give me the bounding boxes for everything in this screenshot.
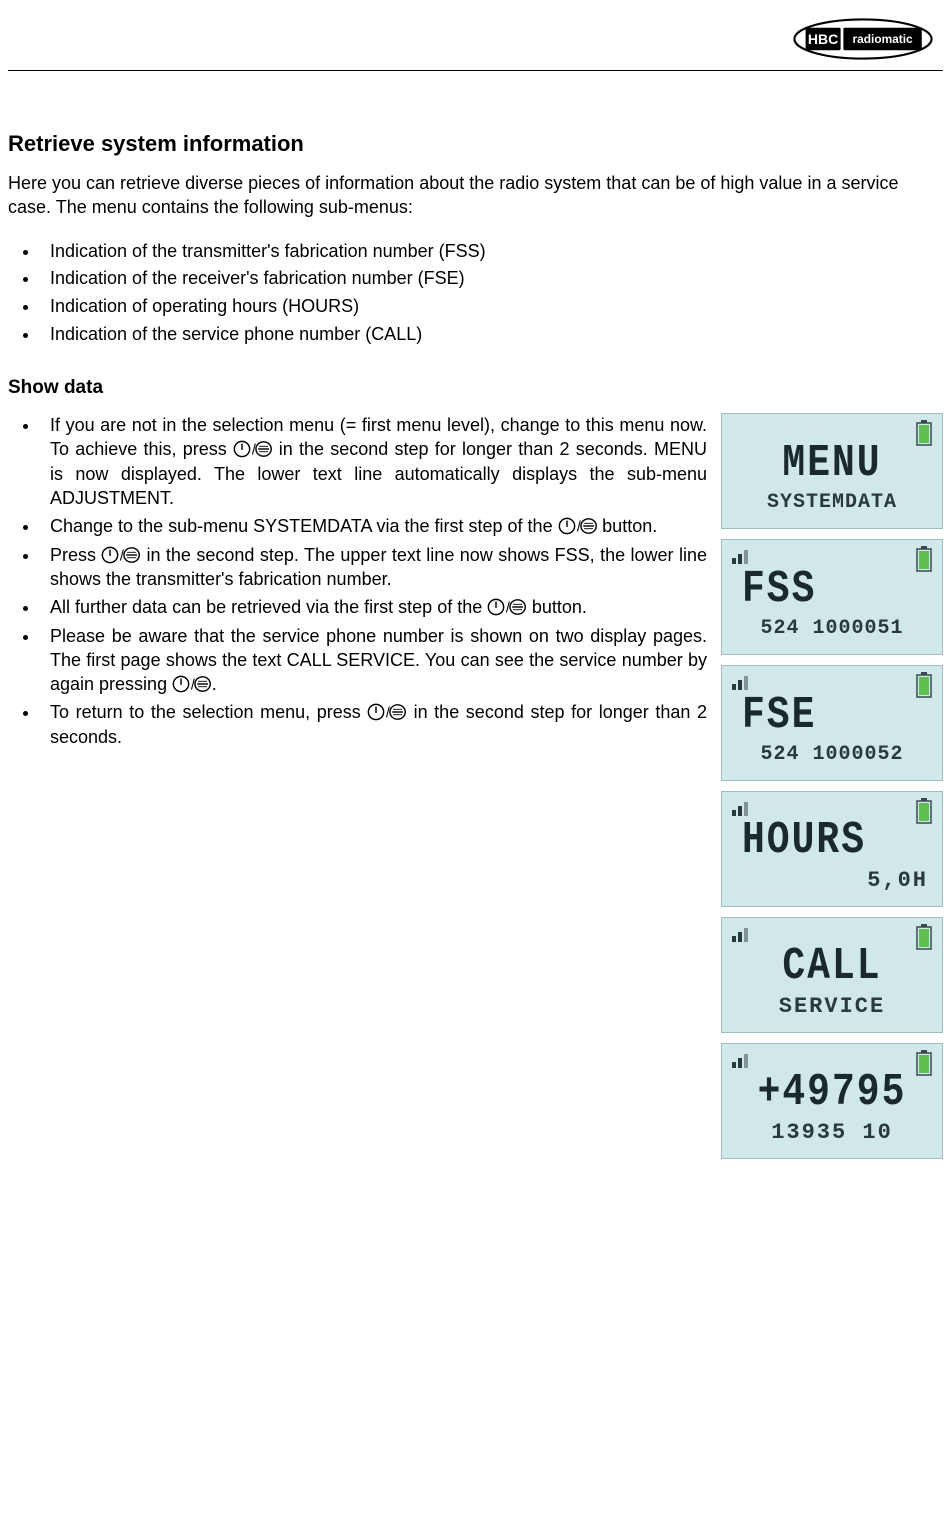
lcd-line-1: FSE xyxy=(730,693,934,739)
hbc-radiomatic-logo: HBC radiomatic xyxy=(793,18,933,60)
step-item: If you are not in the selection menu (= … xyxy=(40,413,707,510)
lcd-screen: MENU SYSTEMDATA xyxy=(721,413,943,529)
power-menu-button-icon: / xyxy=(487,598,527,616)
svg-text:radiomatic: radiomatic xyxy=(853,32,914,46)
svg-text:/: / xyxy=(252,443,256,459)
power-menu-button-icon: / xyxy=(367,703,407,721)
svg-text:/: / xyxy=(386,706,390,722)
intro-paragraph: Here you can retrieve diverse pieces of … xyxy=(8,171,943,220)
lcd-screen: HOURS 5,0H xyxy=(721,791,943,907)
steps-column: If you are not in the selection menu (= … xyxy=(8,413,707,753)
lcd-line-2: 524 1000052 xyxy=(730,745,934,765)
lcd-line-1: MENU xyxy=(730,441,934,487)
step-item: Press / in the second step. The upper te… xyxy=(40,543,707,592)
overview-list: Indication of the transmitter's fabricat… xyxy=(8,238,943,350)
step-item: To return to the selection menu, press /… xyxy=(40,700,707,749)
step-item: Change to the sub-menu SYSTEMDATA via th… xyxy=(40,514,707,538)
lcd-line-1: CALL xyxy=(730,944,934,990)
lcd-line-2: SERVICE xyxy=(730,996,934,1018)
page-header: HBC radiomatic xyxy=(8,10,943,70)
step-item: All further data can be retrieved via th… xyxy=(40,595,707,619)
svg-text:HBC: HBC xyxy=(808,31,838,47)
lcd-screen: +49795 13935 10 xyxy=(721,1043,943,1159)
lcd-line-2: 13935 10 xyxy=(730,1122,934,1144)
lcd-line-1: +49795 xyxy=(730,1070,934,1116)
lcd-line-2: SYSTEMDATA xyxy=(730,493,934,513)
svg-text:/: / xyxy=(191,678,195,694)
header-rule xyxy=(8,70,943,71)
lcd-screen: FSE 524 1000052 xyxy=(721,665,943,781)
step-item: Please be aware that the service phone n… xyxy=(40,624,707,697)
lcd-line-1: FSS xyxy=(730,567,934,613)
svg-text:/: / xyxy=(576,520,580,536)
power-menu-button-icon: / xyxy=(233,440,273,458)
show-data-heading: Show data xyxy=(8,377,943,399)
lcd-line-2: 524 1000051 xyxy=(730,619,934,639)
svg-text:/: / xyxy=(120,548,124,564)
lcd-line-2: 5,0H xyxy=(730,870,934,892)
list-item: Indication of operating hours (HOURS) xyxy=(40,293,943,321)
list-item: Indication of the transmitter's fabricat… xyxy=(40,238,943,266)
power-menu-button-icon: / xyxy=(172,675,212,693)
list-item: Indication of the receiver's fabrication… xyxy=(40,265,943,293)
list-item: Indication of the service phone number (… xyxy=(40,321,943,349)
page-title: Retrieve system information xyxy=(8,131,943,157)
lcd-screens-column: MENU SYSTEMDATA FSS 524 1000051 FSE 524 10000… xyxy=(721,413,943,1159)
lcd-line-1: HOURS xyxy=(730,818,934,864)
lcd-screen: FSS 524 1000051 xyxy=(721,539,943,655)
power-menu-button-icon: / xyxy=(558,517,598,535)
power-menu-button-icon: / xyxy=(101,546,141,564)
svg-text:/: / xyxy=(506,601,510,617)
lcd-screen: CALL SERVICE xyxy=(721,917,943,1033)
